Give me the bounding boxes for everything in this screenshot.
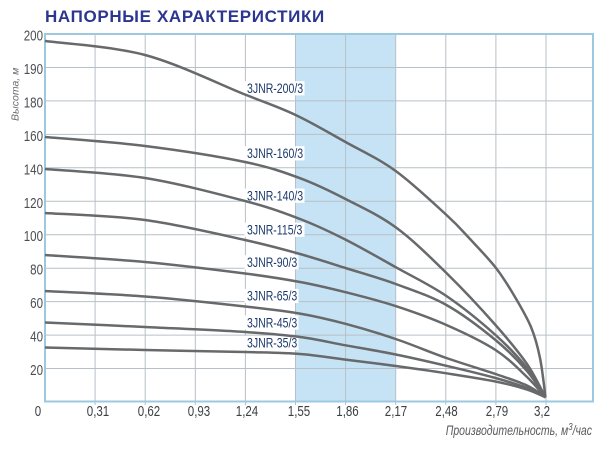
svg-text:2,48: 2,48 [435,403,457,420]
svg-text:3JNR-65/3: 3JNR-65/3 [247,288,298,304]
svg-text:0,93: 0,93 [188,403,210,420]
svg-text:120: 120 [24,194,43,211]
svg-text:3JNR-45/3: 3JNR-45/3 [247,315,298,331]
svg-text:Производительность, м3/час: Производительность, м3/час [446,421,593,438]
svg-text:Высота, м: Высота, м [10,68,22,121]
svg-text:1,55: 1,55 [288,403,310,420]
svg-text:0: 0 [35,403,41,420]
svg-text:100: 100 [24,228,43,245]
svg-text:2,17: 2,17 [385,403,407,420]
svg-text:180: 180 [24,94,43,111]
svg-text:2,79: 2,79 [486,403,508,420]
svg-text:3,2: 3,2 [534,403,550,420]
svg-text:60: 60 [30,295,43,312]
svg-text:1,86: 1,86 [336,403,358,420]
svg-text:1,24: 1,24 [236,403,259,420]
svg-text:80: 80 [30,261,43,278]
svg-text:3JNR-140/3: 3JNR-140/3 [247,188,303,204]
svg-text:200: 200 [24,27,43,44]
svg-text:3JNR-200/3: 3JNR-200/3 [247,81,303,97]
svg-text:3JNR-90/3: 3JNR-90/3 [247,255,298,271]
svg-text:0,31: 0,31 [87,403,109,420]
svg-text:3JNR-35/3: 3JNR-35/3 [247,335,298,351]
svg-text:140: 140 [24,161,43,178]
svg-text:190: 190 [24,61,43,78]
svg-text:20: 20 [30,362,43,379]
svg-text:3JNR-160/3: 3JNR-160/3 [247,146,303,162]
svg-text:40: 40 [30,328,43,345]
svg-text:3JNR-115/3: 3JNR-115/3 [247,222,303,238]
svg-text:0,62: 0,62 [138,403,160,420]
svg-text:160: 160 [24,127,43,144]
